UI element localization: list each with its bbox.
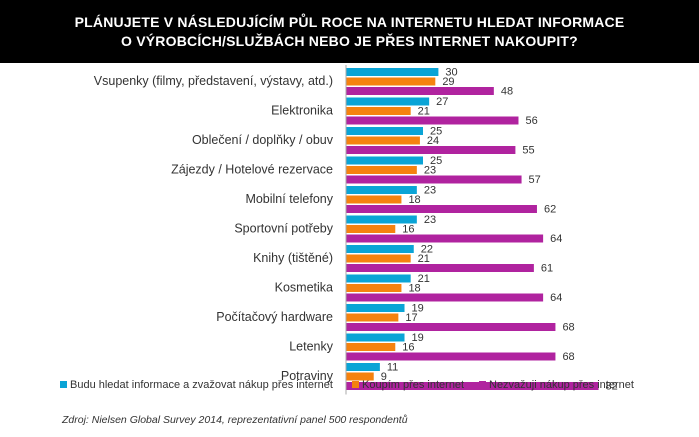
category-label: Sportovní potřeby	[234, 222, 333, 236]
bar-2	[346, 313, 399, 322]
bar-3	[346, 175, 522, 184]
bar-1	[346, 127, 423, 135]
data-label: 62	[544, 204, 556, 216]
data-label: 16	[402, 224, 414, 236]
data-label: 30	[445, 67, 457, 79]
category-label: Letenky	[289, 340, 334, 354]
category-label: Elektronika	[271, 104, 333, 118]
category-label: Zájezdy / Hotelové rezervace	[171, 163, 333, 177]
bar-1	[346, 245, 414, 253]
legend-label-2: Koupím přes internet	[362, 379, 464, 391]
legend-label-3: Nezvažuji nákup přes internet	[489, 379, 634, 391]
data-label: 21	[418, 106, 430, 118]
data-label: 22	[421, 244, 433, 256]
legend-label-1: Budu hledat informace a zvažovat nákup p…	[70, 379, 333, 391]
data-label: 55	[522, 145, 534, 157]
bar-3	[346, 87, 494, 95]
data-label: 64	[550, 233, 562, 245]
category-label: Knihy (tištěné)	[253, 251, 333, 265]
bar-2	[346, 77, 436, 86]
bar-1	[346, 156, 423, 165]
data-label: 21	[418, 253, 430, 265]
data-label: 9	[381, 371, 387, 383]
data-label: 19	[412, 332, 424, 344]
data-label: 25	[430, 155, 442, 167]
data-label: 27	[436, 96, 448, 108]
bar-3	[346, 264, 534, 272]
bar-1	[346, 363, 380, 371]
bar-1	[346, 274, 411, 283]
data-label: 21	[418, 273, 430, 285]
bar-3	[346, 352, 556, 361]
bar-1	[346, 333, 405, 342]
category-label: Počítačový hardware	[216, 310, 333, 324]
legend-swatch-1	[60, 381, 67, 388]
data-label: 16	[402, 342, 414, 354]
data-label: 82	[606, 381, 618, 393]
bar-3	[346, 234, 544, 243]
legend-swatch-3	[479, 381, 486, 388]
bar-2	[346, 284, 402, 292]
data-label: 68	[562, 351, 574, 363]
bar-3	[346, 205, 537, 213]
bar-2	[346, 372, 374, 381]
data-label: 17	[405, 312, 417, 324]
bar-1	[346, 186, 417, 194]
bar-2	[346, 166, 417, 174]
category-label: Vsupenky (filmy, představení, výstavy, a…	[94, 74, 333, 88]
bar-3	[346, 146, 516, 154]
data-label: 18	[408, 194, 420, 206]
bar-2	[346, 136, 420, 145]
category-label: Potraviny	[281, 369, 334, 383]
data-label: 18	[408, 283, 420, 295]
bar-chart: Vsupenky (filmy, představení, výstavy, a…	[60, 65, 634, 395]
bar-3	[346, 116, 519, 125]
data-label: 19	[412, 303, 424, 315]
bar-1	[346, 68, 439, 76]
data-label: 61	[541, 263, 553, 275]
bar-2	[346, 225, 396, 233]
bar-3	[346, 382, 599, 390]
data-label: 48	[501, 86, 513, 98]
data-label: 23	[424, 214, 436, 226]
data-label: 56	[525, 115, 537, 127]
category-label: Mobilní telefony	[245, 192, 333, 206]
category-label: Oblečení / doplňky / obuv	[192, 133, 334, 147]
data-label: 11	[387, 362, 398, 374]
bar-1	[346, 215, 417, 224]
category-label: Kosmetika	[275, 281, 333, 295]
data-label: 68	[562, 322, 574, 334]
data-label: 57	[529, 174, 541, 186]
data-label: 23	[424, 185, 436, 197]
bar-2	[346, 343, 396, 351]
bar-1	[346, 304, 405, 312]
data-label: 29	[442, 76, 454, 88]
bar-1	[346, 97, 430, 106]
data-label: 24	[427, 135, 439, 147]
data-label: 25	[430, 126, 442, 138]
source-note: Zdroj: Nielsen Global Survey 2014, repre…	[62, 414, 408, 426]
bar-2	[346, 195, 402, 204]
chart-title: PLÁNUJETE V NÁSLEDUJÍCÍM PŮL ROCE NA INT…	[74, 13, 625, 49]
title-bar: PLÁNUJETE V NÁSLEDUJÍCÍM PŮL ROCE NA INT…	[0, 0, 699, 63]
bar-2	[346, 254, 411, 263]
bar-3	[346, 323, 556, 331]
data-label: 64	[550, 292, 562, 304]
legend-swatch-2	[352, 381, 359, 388]
data-label: 23	[424, 165, 436, 177]
bar-3	[346, 293, 544, 302]
bar-2	[346, 107, 411, 115]
